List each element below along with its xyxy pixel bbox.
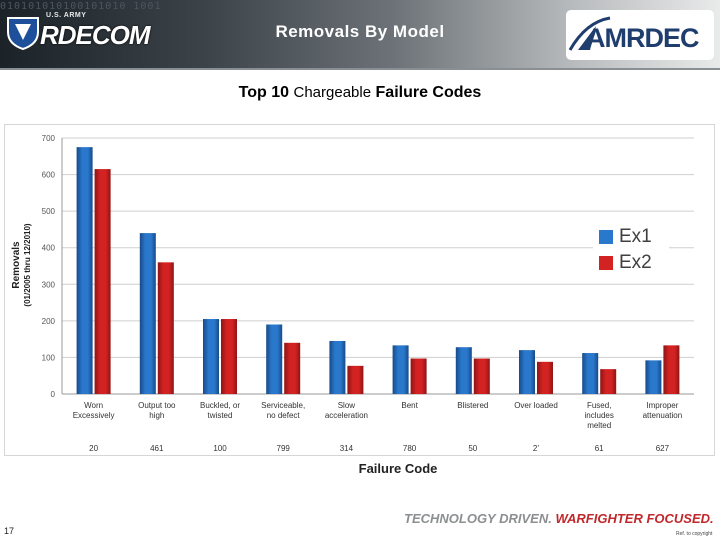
binary-pattern: 010101010100101010 1001010100101001 (0, 2, 160, 12)
failure-code-label: 780 (403, 444, 417, 453)
chart-area (4, 124, 715, 456)
x-tick-label: attenuation (643, 411, 683, 420)
bar-ex1-4 (266, 324, 283, 394)
bar-ex1-3 (203, 319, 219, 394)
bar-ex2-6 (410, 358, 427, 394)
x-tick-label: Buckled, or (200, 401, 240, 410)
rdecom-wordmark: RDECOM (40, 20, 151, 50)
army-shield-icon (7, 17, 39, 50)
x-tick-label: acceleration (325, 411, 368, 420)
bar-ex2-4 (284, 342, 301, 394)
y-tick-label: 0 (51, 390, 56, 399)
failure-code-label: 2’ (533, 444, 539, 453)
y-axis-label: Removals (11, 241, 22, 289)
footer-note: Ref. to copyright (676, 531, 713, 537)
chart-title: Top 10 Chargeable Failure Codes (0, 84, 720, 102)
y-tick-label: 600 (42, 171, 56, 180)
bar-ex2-5 (347, 365, 364, 394)
x-tick-label: melted (587, 421, 611, 430)
x-tick-label: Serviceable, (261, 401, 305, 410)
failure-code-label: 20 (89, 444, 98, 453)
legend-label-ex1: Ex1 (619, 226, 652, 247)
x-tick-label: Fused, (587, 401, 611, 410)
x-tick-label: high (149, 411, 164, 420)
failure-code-label: 627 (656, 444, 670, 453)
failure-code-label: 314 (340, 444, 354, 453)
amrdec-logo: AMRDEC (566, 10, 714, 60)
failure-code-label: 799 (277, 444, 291, 453)
y-tick-label: 500 (42, 207, 56, 216)
legend-swatch-ex2 (599, 255, 613, 270)
slide-title: Removals By Model (275, 22, 445, 41)
failure-code-label: 100 (213, 444, 227, 453)
x-tick-label: no defect (267, 411, 301, 420)
x-tick-label: Output too (138, 401, 176, 410)
amrdec-swoosh-icon (568, 16, 611, 51)
bar-ex2-7 (473, 358, 490, 394)
amrdec-wordmark: AMRDEC (586, 23, 699, 53)
x-axis-label: Failure Code (359, 461, 438, 476)
x-tick-label: Blistered (457, 401, 488, 410)
x-tick-label: Excessively (73, 411, 115, 420)
bar-ex1-7 (455, 347, 472, 394)
bar-ex2-2 (157, 262, 174, 394)
bar-ex1-8 (519, 350, 535, 394)
bar-ex2-1 (94, 169, 111, 394)
x-tick-label: Bent (401, 401, 418, 410)
legend-label-ex2: Ex2 (619, 252, 652, 273)
bar-ex1-1 (76, 147, 93, 394)
y-tick-label: 200 (42, 317, 56, 326)
chart-title-part3: Failure Codes (375, 84, 482, 101)
tagline-part1: TECHNOLOGY DRIVEN. (404, 511, 552, 526)
bar-ex2-3 (221, 319, 237, 394)
rdecom-small-label: U.S. ARMY (46, 12, 87, 19)
page-number: 17 (4, 526, 15, 536)
y-tick-label: 300 (42, 280, 56, 289)
bar-ex1-9 (582, 353, 599, 394)
x-tick-label: Over loaded (514, 401, 558, 410)
legend-swatch-ex1 (599, 229, 613, 244)
failure-code-label: 61 (595, 444, 604, 453)
x-tick-label: Worn (84, 401, 103, 410)
bar-ex1-10 (645, 360, 662, 394)
failure-code-label: 50 (468, 444, 477, 453)
y-tick-label: 400 (42, 244, 56, 253)
chart-legend: Ex1 Ex2 (593, 218, 669, 278)
bar-ex1-6 (392, 345, 409, 394)
legend-item-ex2: Ex2 (599, 252, 652, 274)
x-tick-label: twisted (208, 411, 233, 420)
bar-ex2-8 (537, 361, 553, 394)
bar-ex2-9 (600, 369, 617, 394)
failure-code-label: 461 (150, 444, 164, 453)
rdecom-logo: U.S. ARMY RDECOM (6, 12, 166, 52)
y-tick-label: 100 (42, 353, 56, 362)
legend-item-ex1: Ex1 (599, 226, 652, 248)
header-banner: 010101010100101010 1001010100101001 U.S.… (0, 0, 720, 70)
bar-ex2-10 (663, 345, 680, 394)
x-tick-label: Slow (338, 401, 356, 410)
chart-title-part2: Chargeable (293, 84, 372, 101)
bar-ex1-2 (139, 233, 156, 394)
y-axis-sublabel: (01/2005 thru 12/2010) (23, 223, 32, 306)
x-tick-label: includes (585, 411, 614, 420)
bar-ex1-5 (329, 340, 346, 394)
footer-tagline: TECHNOLOGY DRIVEN. WARFIGHTER FOCUSED. (404, 511, 714, 526)
y-tick-label: 700 (42, 134, 56, 143)
tagline-part2: WARFIGHTER FOCUSED. (555, 511, 714, 526)
chart-title-part1: Top 10 (238, 84, 290, 101)
x-tick-label: Improper (646, 401, 678, 410)
